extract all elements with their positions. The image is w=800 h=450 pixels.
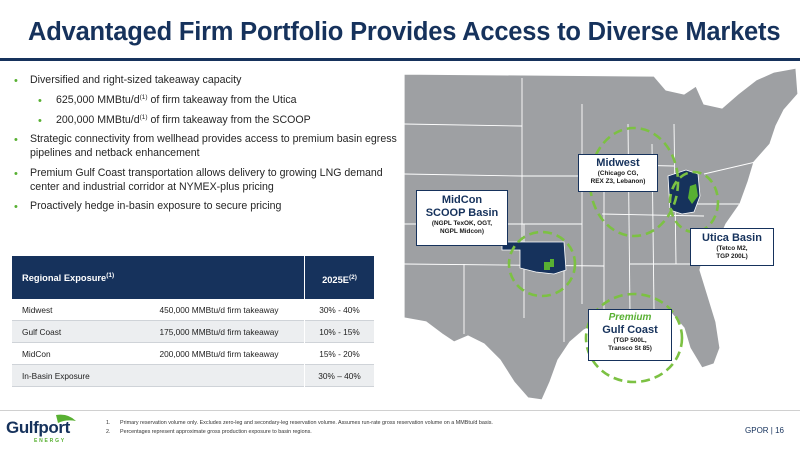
bullet-item: Proactively hedge in-basin exposure to s… xyxy=(12,200,412,214)
cell-region: Gulf Coast xyxy=(22,326,62,337)
callout-subtitle: NGPL Midcon) xyxy=(440,228,484,236)
company-logo-subtext: ENERGY xyxy=(34,438,66,444)
midcon-circle xyxy=(507,230,577,298)
footnote-marker: (1) xyxy=(139,93,148,101)
us-landmass xyxy=(404,67,799,401)
callout-title: Gulf Coast xyxy=(602,324,658,336)
cell-capacity: 175,000 MMBtu/d firm takeaway xyxy=(159,326,279,337)
cell-percent: 30% - 40% xyxy=(304,298,374,321)
table-row: Gulf Coast 175,000 MMBtu/d firm takeaway… xyxy=(12,320,374,343)
bullet-text: 625,000 MMBtu/d xyxy=(56,93,140,106)
sub-bullet-item: 200,000 MMBtu/d(1) of firm takeaway from… xyxy=(12,114,412,128)
callout-gulf-coast: Premium Gulf Coast (TGP 500L, Transco St… xyxy=(588,309,672,361)
regional-exposure-table: Regional Exposure(1) 2025E(2) Midwest 45… xyxy=(12,256,374,387)
bullet-text: of firm takeaway from the Utica xyxy=(147,93,297,106)
callout-title: Midwest xyxy=(596,157,640,169)
callout-title: SCOOP Basin xyxy=(425,207,499,220)
footnote-marker: (1) xyxy=(139,113,148,121)
table-row: Midwest 450,000 MMBtu/d firm takeaway 30… xyxy=(12,298,374,321)
callout-subtitle: (Chicago CG, xyxy=(597,170,639,178)
header-2025e: 2025E(2) xyxy=(304,256,374,299)
sub-bullet-item: 625,000 MMBtu/d(1) of firm takeaway from… xyxy=(12,94,412,108)
cell-capacity: 450,000 MMBtu/d firm takeaway xyxy=(159,304,279,315)
table-row: In-Basin Exposure 30% – 40% xyxy=(12,364,374,387)
callout-title: Utica Basin xyxy=(702,232,762,244)
footnote: 1. Primary reservation volume only. Exclu… xyxy=(106,420,493,426)
bullet-text: Strategic connectivity from wellhead pro… xyxy=(30,133,397,160)
bullet-text: Premium Gulf Coast transportation allows… xyxy=(30,166,383,193)
callout-subtitle: (TGP 500L, xyxy=(613,337,647,345)
scoop-acreage xyxy=(544,259,554,270)
bullet-text: Proactively hedge in-basin exposure to s… xyxy=(30,200,282,213)
footer-divider xyxy=(0,410,800,411)
gulf-circle xyxy=(584,292,684,384)
cell-region: MidCon xyxy=(22,348,51,359)
callout-premium-label: Premium xyxy=(608,312,652,323)
table-row: MidCon 200,000 MMBtu/d firm takeaway 15%… xyxy=(12,342,374,365)
header-regional-exposure: Regional Exposure(1) xyxy=(22,272,115,283)
cell-percent: 30% – 40% xyxy=(304,364,374,387)
page-number: GPOR | 16 xyxy=(745,426,784,435)
callout-subtitle: (NGPL TexOK, OGT, xyxy=(431,220,493,228)
bullet-item: Diversified and right-sized takeaway cap… xyxy=(12,74,412,88)
bullet-text: Diversified and right-sized takeaway cap… xyxy=(30,74,242,86)
company-logo-text: Gulfport xyxy=(6,418,70,437)
callout-utica: Utica Basin (Tetco M2, TGP 200L) xyxy=(690,228,774,266)
cell-region: In-Basin Exposure xyxy=(22,370,90,381)
callout-midcon: MidCon SCOOP Basin (NGPL TexOK, OGT, NGP… xyxy=(416,190,508,246)
bullet-text: 200,000 MMBtu/d xyxy=(56,113,140,126)
bullet-text: of firm takeaway from the SCOOP xyxy=(147,113,311,126)
callout-midwest: Midwest (Chicago CG, REX Z3, Lebanon) xyxy=(578,154,658,192)
utica-acreage xyxy=(688,184,698,204)
footnote: 2. Percentages represent approximate gros… xyxy=(106,428,312,435)
title-divider xyxy=(0,58,800,61)
callout-subtitle: Transco St 85) xyxy=(608,345,652,353)
table-header: Regional Exposure(1) 2025E(2) xyxy=(12,256,374,299)
bullet-item: Strategic connectivity from wellhead pro… xyxy=(12,133,412,161)
page-title: Advantaged Firm Portfolio Provides Acces… xyxy=(28,18,781,46)
callout-subtitle: TGP 200L) xyxy=(716,253,748,261)
callout-subtitle: REX Z3, Lebanon) xyxy=(590,178,646,186)
cell-region: Midwest xyxy=(22,304,53,315)
cell-percent: 15% - 20% xyxy=(304,342,374,365)
cell-capacity: 200,000 MMBtu/d firm takeaway xyxy=(159,348,279,359)
us-map xyxy=(404,67,799,401)
gulfport-logo-icon xyxy=(56,414,76,423)
bullet-item: Premium Gulf Coast transportation allows… xyxy=(12,167,412,195)
callout-subtitle: (Tetco M2, xyxy=(716,245,748,253)
cell-percent: 10% - 15% xyxy=(304,320,374,343)
callout-title: MidCon xyxy=(441,194,483,206)
bullet-list: Diversified and right-sized takeaway cap… xyxy=(12,74,412,220)
footnotes: 1. Primary reservation volume only. Exclu… xyxy=(106,419,493,436)
